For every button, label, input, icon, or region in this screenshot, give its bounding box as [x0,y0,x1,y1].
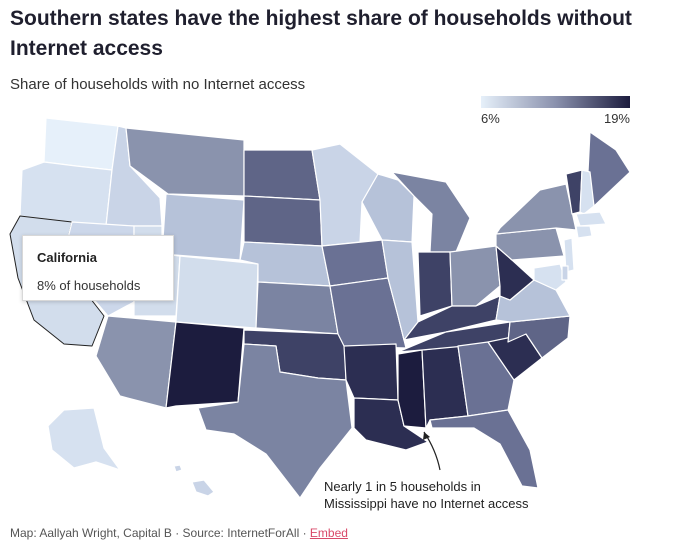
state-delaware[interactable] [561,265,569,281]
mississippi-annotation: Nearly 1 in 5 households in Mississippi … [324,478,528,512]
state-south-dakota[interactable] [243,195,323,247]
state-arkansas[interactable] [343,343,399,401]
state-new-hampshire[interactable] [579,169,595,215]
state-kentucky[interactable] [403,295,501,341]
state-new-york[interactable] [495,183,577,235]
state-wyoming[interactable] [161,193,245,261]
legend-min-label: 6% [481,111,500,126]
map-subtitle: Share of households with no Internet acc… [10,76,306,93]
footer-credit: Map: Aallyah Wright, Capital B · Source:… [10,526,348,540]
annotation-line-1: Nearly 1 in 5 households in [324,479,481,494]
state-florida[interactable] [429,409,539,489]
state-alaska[interactable] [47,407,121,471]
state-mississippi[interactable] [397,349,427,429]
state-maine[interactable] [587,131,631,207]
state-north-dakota[interactable] [243,149,321,201]
state-tooltip: California 8% of households [22,235,174,301]
legend-gradient-bar [481,96,630,108]
us-choropleth-map[interactable] [0,110,674,520]
state-hawaii[interactable] [191,479,215,497]
state-colorado[interactable] [175,255,259,329]
credit-text: Map: Aallyah Wright, Capital B · Source:… [10,526,310,540]
tooltip-state-value: 8% of households [37,278,141,293]
annotation-line-2: Mississippi have no Internet access [324,496,529,511]
state-montana[interactable] [125,127,245,197]
map-title: Southern states have the highest share o… [10,7,632,60]
state-indiana[interactable] [417,251,453,317]
state-massachusetts[interactable] [575,211,607,227]
state-new-jersey[interactable] [563,237,575,273]
state-hawaii-island[interactable] [173,464,183,473]
state-kansas[interactable] [255,281,339,335]
state-maryland[interactable] [533,263,567,291]
color-legend: 6% 19% [481,96,630,126]
legend-max-label: 19% [603,111,630,126]
annotation-arrowhead [423,432,430,440]
state-minnesota[interactable] [311,143,379,247]
tooltip-state-name: California [37,250,97,265]
state-new-mexico[interactable] [165,321,245,409]
state-oregon[interactable] [19,161,113,227]
state-connecticut[interactable] [575,225,593,239]
state-texas[interactable] [197,343,353,499]
embed-link[interactable]: Embed [309,526,348,540]
state-ohio[interactable] [449,245,501,307]
state-arizona[interactable] [95,315,177,409]
state-washington[interactable] [43,117,119,171]
